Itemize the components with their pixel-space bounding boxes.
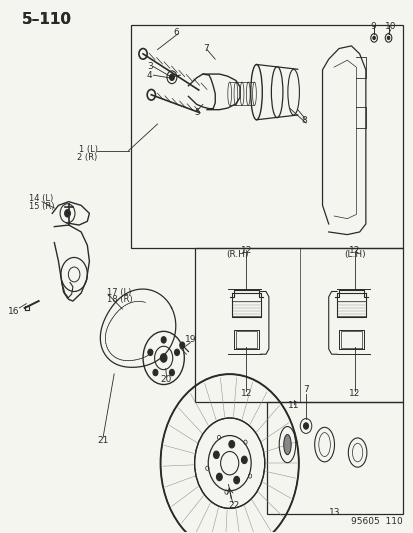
Circle shape [160, 354, 166, 362]
Circle shape [179, 342, 184, 349]
Text: 8: 8 [300, 116, 306, 125]
Circle shape [161, 337, 166, 343]
Text: 18 (R): 18 (R) [107, 295, 133, 304]
Circle shape [147, 349, 152, 356]
Text: 5–110: 5–110 [21, 12, 71, 27]
Circle shape [241, 456, 247, 464]
Text: 22: 22 [228, 501, 239, 510]
Circle shape [387, 36, 389, 39]
Text: 7: 7 [203, 44, 209, 53]
Circle shape [233, 477, 239, 484]
Text: 16: 16 [8, 306, 19, 316]
Text: 12: 12 [240, 389, 251, 398]
Text: 21: 21 [97, 436, 109, 445]
Text: 95605  110: 95605 110 [350, 517, 402, 526]
Text: 14 (L): 14 (L) [28, 194, 53, 203]
Text: 12: 12 [348, 389, 360, 398]
Circle shape [213, 451, 219, 458]
Text: (L.H): (L.H) [343, 251, 365, 260]
Circle shape [152, 369, 157, 376]
Text: 15 (R): 15 (R) [28, 202, 54, 211]
Text: 2 (R): 2 (R) [77, 153, 97, 162]
Text: 12: 12 [240, 246, 251, 255]
Text: 19: 19 [184, 335, 196, 344]
Circle shape [303, 423, 308, 429]
Text: 3: 3 [147, 62, 152, 71]
Text: 13: 13 [328, 507, 340, 516]
Text: 11: 11 [287, 401, 299, 410]
Circle shape [372, 36, 375, 39]
Circle shape [169, 74, 174, 80]
Circle shape [169, 369, 174, 376]
Text: 17 (L): 17 (L) [107, 287, 131, 296]
Circle shape [174, 349, 179, 356]
Circle shape [64, 209, 70, 217]
Text: 1 (L): 1 (L) [78, 145, 97, 154]
Text: 10: 10 [384, 22, 395, 31]
Text: 5: 5 [193, 108, 199, 117]
Circle shape [216, 473, 222, 481]
Text: 9: 9 [370, 22, 376, 31]
Text: 6: 6 [173, 28, 178, 37]
Ellipse shape [283, 434, 290, 455]
Circle shape [228, 440, 234, 448]
Text: 4: 4 [147, 70, 152, 79]
Text: (R.H): (R.H) [225, 251, 248, 260]
Text: 12: 12 [348, 246, 360, 255]
Text: 7: 7 [302, 385, 308, 394]
Text: 20: 20 [160, 375, 171, 384]
Text: 5–110: 5–110 [21, 12, 71, 27]
